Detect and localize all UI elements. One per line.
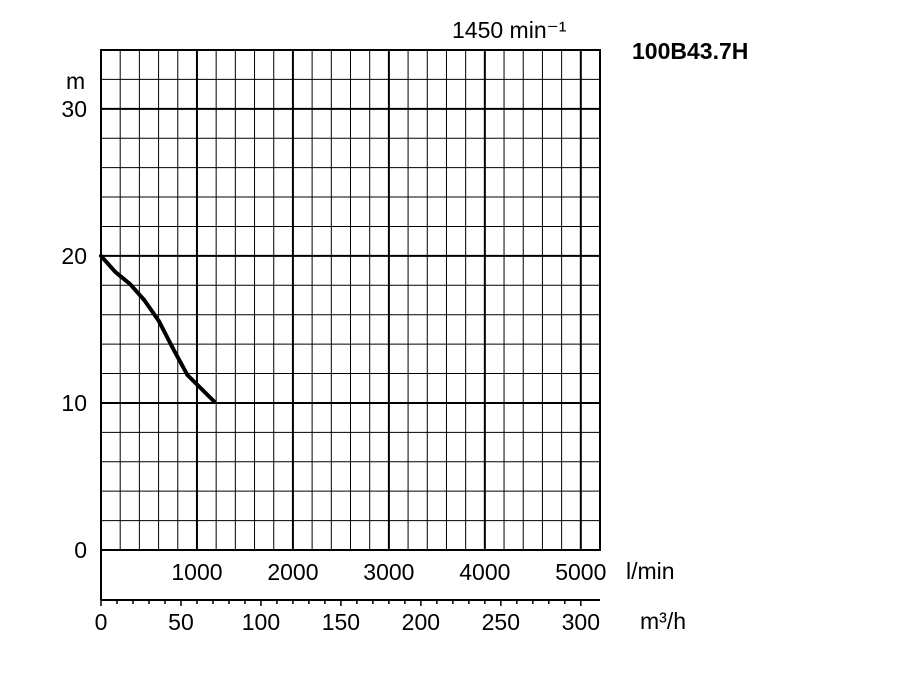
x-tick-label-m3h: 100 [242,609,280,635]
x-tick-label-m3h: 50 [168,609,194,635]
x-tick-label-m3h: 200 [402,609,440,635]
major-grid [101,50,600,550]
chart-title: 100B43.7H [632,38,748,64]
x-tick-label-m3h: 300 [562,609,600,635]
y-tick-label: 10 [61,390,87,416]
x-tick-label-lpm: 2000 [267,559,318,585]
y-axis-unit: m [66,68,85,94]
y-tick-label: 0 [74,537,87,563]
x-tick-label-lpm: 5000 [555,559,606,585]
axes [100,49,601,606]
y-tick-label: 20 [61,243,87,269]
plot-frame [100,49,601,551]
x-axis-unit-lpm: l/min [626,558,675,584]
x-tick-label-m3h: 150 [322,609,360,635]
x-tick-label-lpm: 4000 [459,559,510,585]
x-tick-label-m3h: 0 [95,609,108,635]
x-tick-label-lpm: 1000 [171,559,222,585]
x-tick-label-lpm: 3000 [363,559,414,585]
head-flow-curve-line [99,253,217,404]
x-axis-unit-m3h: m³/h [640,608,686,634]
minor-grid [101,50,600,550]
performance-curve [99,253,217,404]
x-tick-label-m3h: 250 [482,609,520,635]
y-tick-label: 30 [61,96,87,122]
axis-labels: 0 10 20 30 1000 2000 3000 4000 5000 0 50 100 150 200 2… [61,96,606,635]
speed-label: 1450 min⁻¹ [452,17,567,43]
